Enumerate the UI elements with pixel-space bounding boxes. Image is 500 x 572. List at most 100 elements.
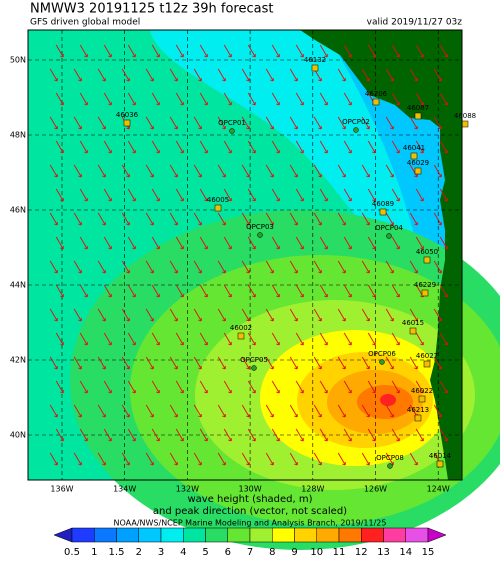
lon-label: 136W [50, 485, 73, 494]
vector [439, 44, 448, 58]
station-label: 46036 [116, 111, 139, 119]
vector [313, 308, 322, 322]
vector [289, 116, 298, 130]
vector [169, 212, 178, 226]
vector [127, 332, 136, 346]
vector [145, 260, 154, 274]
colorbar-box [338, 527, 362, 543]
vector [175, 284, 184, 298]
vector [217, 308, 226, 322]
vector [343, 380, 352, 394]
vector [367, 380, 376, 394]
stations: 46036 OPCP01 46132 46206 46087 46088 OPCP02 460… [116, 56, 476, 469]
colorbar: 0.5 1 1.5 2 3 4 5 6 7 8 9 10 11 12 13 14 15 [53, 527, 447, 558]
station-label: OPCP05 [240, 356, 268, 364]
vector [97, 452, 106, 466]
station-label: OPCP03 [246, 223, 274, 231]
vector [175, 92, 184, 106]
vector [247, 428, 256, 442]
vector [199, 332, 208, 346]
colorbar-label: 14 [399, 547, 412, 558]
vector [265, 404, 274, 418]
vector [79, 380, 88, 394]
vector [175, 428, 184, 442]
vector [121, 260, 130, 274]
vector [295, 140, 304, 154]
vector [343, 236, 352, 250]
colorbar-box [71, 527, 95, 543]
vector [433, 404, 442, 418]
vector [145, 356, 154, 370]
station-marker [386, 233, 392, 239]
station-label: 46014 [429, 452, 452, 460]
lat-label: 48N [10, 131, 26, 140]
station-marker [414, 414, 422, 422]
colorbar-label: 2 [136, 547, 142, 558]
station-label: OPCP04 [375, 224, 403, 232]
station-label: 46132 [304, 56, 326, 64]
vector [55, 140, 64, 154]
vector [409, 68, 418, 82]
colorbar-label: 7 [247, 547, 253, 558]
station-marker [387, 463, 393, 469]
vector [385, 308, 394, 322]
vector [151, 428, 160, 442]
vector [271, 44, 280, 58]
vector [271, 284, 280, 298]
vector [367, 236, 376, 250]
vector [415, 236, 424, 250]
vector [265, 68, 274, 82]
vector [223, 428, 232, 442]
vector [151, 380, 160, 394]
vector [193, 116, 202, 130]
station-marker [379, 359, 385, 365]
vector [169, 164, 178, 178]
vector [199, 44, 208, 58]
vector [55, 380, 64, 394]
vector [73, 116, 82, 130]
station-marker [214, 204, 222, 212]
vector [145, 116, 154, 130]
vector [367, 188, 376, 202]
vector [175, 140, 184, 154]
station-label: 46206 [365, 90, 388, 98]
vector [199, 140, 208, 154]
vector [97, 116, 106, 130]
vector [97, 356, 106, 370]
vector [415, 188, 424, 202]
lat-label: 40N [10, 431, 26, 440]
vector [145, 212, 154, 226]
vector [319, 44, 328, 58]
vector [433, 212, 442, 226]
station-marker [257, 232, 263, 238]
station-marker [311, 64, 319, 72]
vector [289, 260, 298, 274]
vector [409, 164, 418, 178]
vector [103, 92, 112, 106]
vector [409, 356, 418, 370]
vector [289, 356, 298, 370]
station-marker [237, 332, 245, 340]
vector [175, 332, 184, 346]
vector [415, 332, 424, 346]
valid-time: valid 2019/11/27 03z [367, 18, 463, 28]
station-label: 46050 [416, 248, 438, 256]
vector [385, 356, 394, 370]
vector [79, 236, 88, 250]
vector [433, 260, 442, 274]
station-marker [410, 152, 418, 160]
colorbar-box [160, 527, 184, 543]
vector [319, 92, 328, 106]
vector [343, 428, 352, 442]
colorbar-label: 1.5 [109, 547, 125, 558]
station-marker [353, 127, 359, 133]
vector [391, 332, 400, 346]
vector [247, 188, 256, 202]
lat-label: 44N [10, 281, 26, 290]
vector [169, 308, 178, 322]
vector [247, 140, 256, 154]
vector [265, 116, 274, 130]
lat-label: 46N [10, 206, 26, 215]
vector [73, 356, 82, 370]
station-marker [418, 395, 426, 403]
